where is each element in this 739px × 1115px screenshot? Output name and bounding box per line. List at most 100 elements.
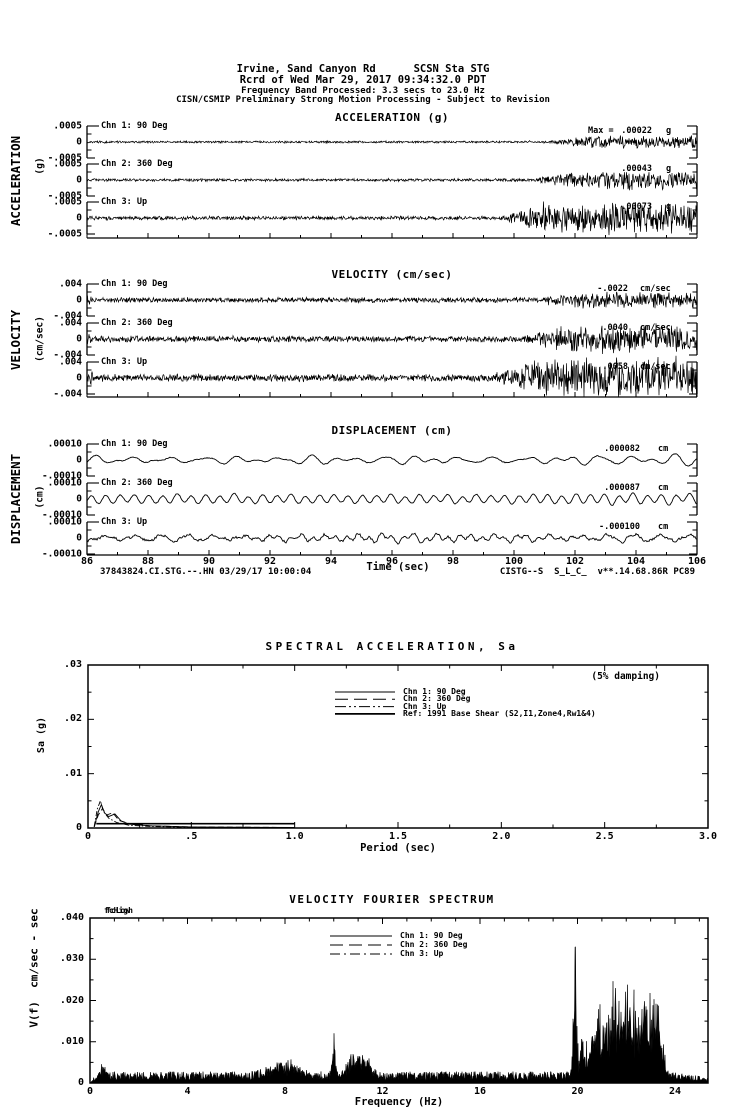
channel-label: Chn 1: 90 Deg <box>101 438 168 449</box>
max-value: .0040 <box>602 323 628 333</box>
ytick-label: 0 <box>76 174 82 186</box>
ytick-label: .00010 <box>47 438 82 450</box>
ytick-label: .004 <box>59 278 82 290</box>
fourier-title: VELOCITY FOURIER SPECTRUM <box>289 893 495 906</box>
ytick-label: 0 <box>76 372 82 384</box>
ytick-label: 0 <box>76 333 82 345</box>
max-unit: cm <box>658 522 669 532</box>
sa-xtick-label: 2.0 <box>492 831 511 842</box>
ytick-label: .00010 <box>47 516 82 528</box>
channel-label: Chn 2: 360 Deg <box>101 158 173 169</box>
ytick-label: 0 <box>76 532 82 544</box>
sa-ytick-label: .01 <box>63 767 82 779</box>
displacement-title: DISPLACEMENT (cm) <box>331 424 453 437</box>
fourier-xtick-label: 4 <box>184 1086 191 1097</box>
time-tick-label: 92 <box>263 556 277 567</box>
ytick-label: .004 <box>59 356 82 368</box>
fc-high-marker: fcHigh <box>104 906 133 915</box>
sa-xtick-label: 3.0 <box>698 831 718 842</box>
ytick-label: 0 <box>76 136 82 148</box>
sa-legend-label: Chn 3: Up <box>403 701 447 711</box>
sa-title: SPECTRAL ACCELERATION, Sa <box>265 640 519 653</box>
station-title: Irvine, Sand Canyon Rd SCSN Sta STG <box>236 63 490 75</box>
fourier-xtick-label: 0 <box>86 1086 94 1097</box>
fourier-ytick-label: .040 <box>59 912 84 923</box>
max-value: .00022 <box>621 126 652 136</box>
ytick-label: .0005 <box>53 196 82 208</box>
ytick-label: .0005 <box>53 120 82 132</box>
ytick-label: 0 <box>76 454 82 466</box>
time-tick-label: 100 <box>504 556 524 567</box>
fourier-ytick-label: .020 <box>59 994 84 1006</box>
sa-xtick-label: 0 <box>84 831 92 842</box>
sa-xlabel: Period (sec) <box>360 842 436 854</box>
fourier-xtick-label: 20 <box>571 1086 584 1097</box>
fourier-ytick-label: 0 <box>77 1077 84 1088</box>
sa-ytick-label: .02 <box>63 713 82 725</box>
ytick-label: .00010 <box>47 477 82 489</box>
channel-label: Chn 2: 360 Deg <box>101 477 173 488</box>
sa-xtick-label: 1.0 <box>285 831 304 842</box>
ytick-label: -.0005 <box>47 190 82 202</box>
ytick-label: -.0005 <box>47 228 82 240</box>
sa-legend-label: Chn 1: 90 Deg <box>403 687 466 696</box>
max-unit: cm/sec <box>640 362 671 372</box>
processing-note: CISN/CSMIP Preliminary Strong Motion Pro… <box>176 95 550 105</box>
sa-xtick-label: 2.5 <box>595 831 614 842</box>
time-tick-label: 88 <box>141 556 155 567</box>
max-unit: cm <box>658 483 669 493</box>
time-tick-label: 96 <box>385 556 399 567</box>
ytick-label: .0005 <box>53 158 82 170</box>
time-axis-label: Time (sec) <box>366 561 430 573</box>
ytick-label: 0 <box>76 294 82 306</box>
ytick-label: -.00010 <box>41 470 82 482</box>
max-prefix: Max = <box>588 126 614 136</box>
max-unit: cm/sec <box>640 284 671 294</box>
fc-low-marker: fcLow <box>106 906 131 915</box>
ytick-label: .004 <box>59 317 82 329</box>
time-tick-label: 94 <box>324 556 338 567</box>
max-value: .00043 <box>621 164 652 174</box>
time-tick-label: 104 <box>626 556 646 567</box>
fourier-xtick-label: 24 <box>668 1086 682 1097</box>
fourier-xtick-label: 16 <box>473 1086 487 1097</box>
fourier-legend-label: Chn 2: 360 Deg <box>400 940 468 949</box>
ytick-label: -.0005 <box>47 152 82 164</box>
channel-label: Chn 1: 90 Deg <box>101 278 168 289</box>
max-value: .000087 <box>604 483 640 493</box>
time-tick-label: 106 <box>687 556 707 567</box>
ytick-label: 0 <box>76 493 82 505</box>
ytick-label: -.004 <box>53 310 82 322</box>
fourier-ytick-label: .030 <box>59 953 84 965</box>
max-unit: g <box>666 126 672 136</box>
channel-label: Chn 3: Up <box>101 516 148 527</box>
max-value: .00073 <box>621 202 652 212</box>
max-unit: g <box>666 164 672 174</box>
time-tick-label: 102 <box>565 556 585 567</box>
ytick-label: -.00010 <box>41 509 82 521</box>
record-id-footer: 37843824.CI.STG.--.HN 03/29/17 10:00:04 <box>100 567 312 577</box>
fourier-xtick-label: 12 <box>376 1086 389 1097</box>
time-tick-label: 90 <box>202 556 216 567</box>
velocity-title: VELOCITY (cm/sec) <box>331 268 453 281</box>
max-unit: cm <box>658 444 669 454</box>
max-value: .000082 <box>604 444 640 454</box>
fourier-xtick-label: 8 <box>281 1086 289 1097</box>
sa-xtick-label: .5 <box>185 831 198 842</box>
max-unit: cm/sec <box>640 323 671 333</box>
sa-ytick-label: .03 <box>63 659 82 670</box>
channel-label: Chn 3: Up <box>101 196 148 207</box>
max-value: -.0022 <box>597 284 628 294</box>
sa-xtick-label: 1.5 <box>388 831 408 842</box>
damping-note: (5% damping) <box>591 671 660 682</box>
sa-legend-label: Ref: 1991 Base Shear (S2,I1,Zone4,Rw1&4) <box>403 708 596 718</box>
fourier-ytick-label: .010 <box>59 1035 84 1047</box>
sa-ytick-label: 0 <box>75 822 82 833</box>
time-tick-label: 98 <box>446 556 460 567</box>
acceleration-title: ACCELERATION (g) <box>335 111 449 124</box>
record-timestamp: Rcrd of Wed Mar 29, 2017 09:34:32.0 PDT <box>239 74 487 86</box>
channel-label: Chn 3: Up <box>101 356 148 367</box>
frequency-band-note: Frequency Band Processed: 3.3 secs to 23… <box>241 86 485 96</box>
